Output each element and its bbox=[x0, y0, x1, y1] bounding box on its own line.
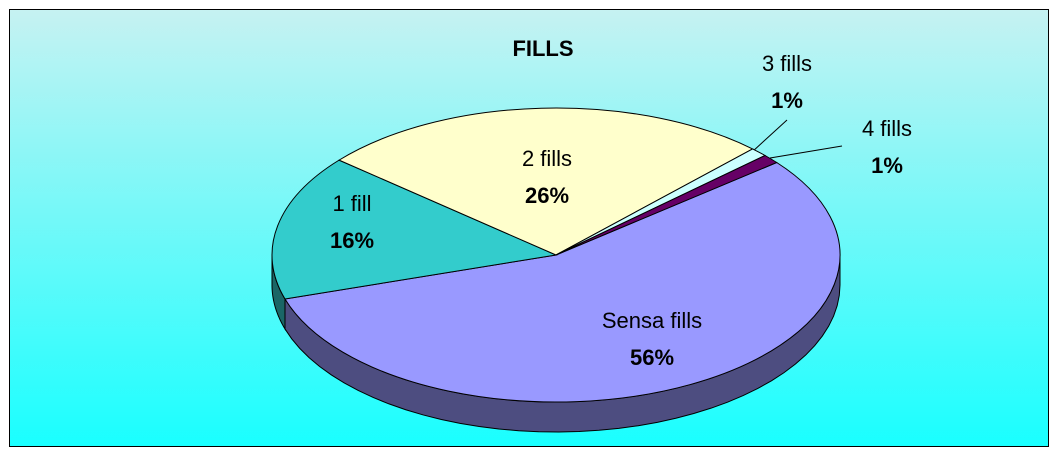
slice bbox=[555, 154, 778, 256]
slice bbox=[284, 161, 841, 403]
pie bbox=[271, 107, 841, 433]
slice-label: 4 fills bbox=[862, 116, 912, 141]
slice bbox=[338, 107, 754, 256]
value-label: 56% bbox=[630, 345, 674, 370]
value-label: 16% bbox=[330, 228, 374, 253]
slice bbox=[271, 159, 558, 300]
slice-label: 2 fills bbox=[522, 146, 572, 171]
leader-line bbox=[769, 145, 843, 159]
slice-label: 1 fill bbox=[332, 191, 371, 216]
labels: Sensa fills 56% 1 fill 16% 2 fills 26% 3 fills… bbox=[330, 51, 912, 370]
leader-line bbox=[751, 119, 788, 153]
chart-title: FILLS bbox=[512, 36, 573, 61]
slice-label: Sensa fills bbox=[602, 308, 702, 333]
value-label: 1% bbox=[871, 153, 903, 178]
value-label: 1% bbox=[771, 88, 803, 113]
value-label: 26% bbox=[525, 183, 569, 208]
slice-label: 3 fills bbox=[762, 51, 812, 76]
